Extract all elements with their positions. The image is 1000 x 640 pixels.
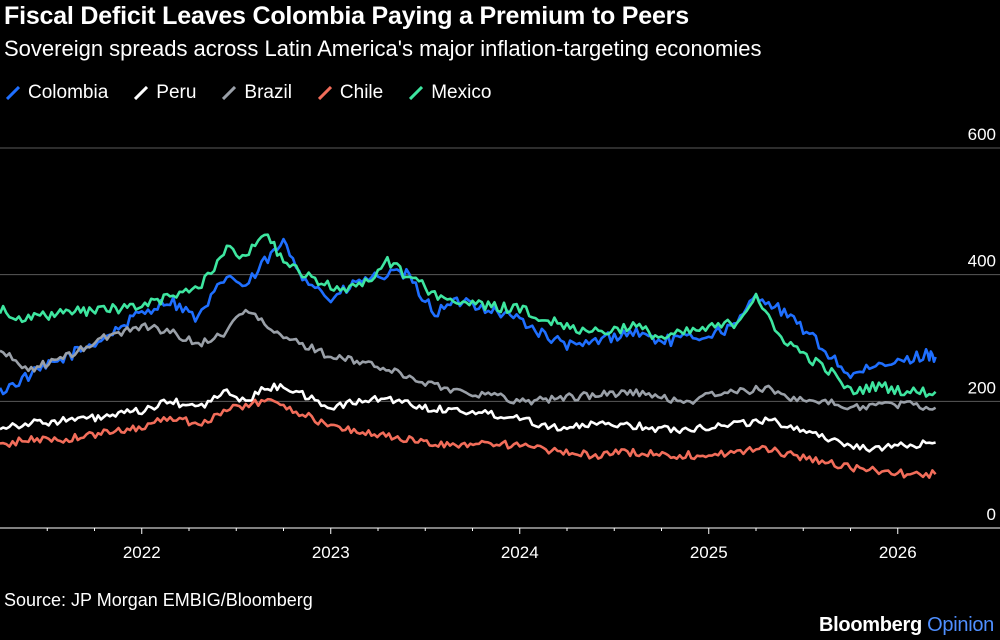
legend-item-peru: Peru <box>134 82 196 104</box>
legend-label-mexico: Mexico <box>431 82 492 103</box>
x-tick-label: 2024 <box>501 543 539 562</box>
y-tick-label: 0 <box>987 505 996 524</box>
grid-layer <box>0 147 1000 529</box>
legend-swatch-chile <box>317 86 332 100</box>
legend-label-peru: Peru <box>156 82 197 103</box>
legend-swatch-colombia <box>6 86 20 100</box>
brand-name: Bloomberg <box>819 614 922 636</box>
legend-swatch-mexico <box>409 86 424 100</box>
chart-legend: Colombia Peru Brazil Chile Mexico <box>6 82 491 104</box>
x-tick-label: 2022 <box>123 543 161 562</box>
series-line-colombia <box>0 237 937 396</box>
legend-swatch-brazil <box>222 86 237 100</box>
y-tick-label: 600 <box>968 125 996 144</box>
series-layer <box>0 233 937 479</box>
legend-item-mexico: Mexico <box>409 82 491 104</box>
brand-suffix: Opinion <box>927 614 994 636</box>
legend-item-colombia: Colombia <box>6 82 108 104</box>
x-tick-label: 2026 <box>879 543 917 562</box>
axis-layer: 0 200 400 600 2022 2023 2024 2025 2026 <box>46 125 996 562</box>
legend-label-colombia: Colombia <box>28 82 109 103</box>
x-tick-label: 2023 <box>312 543 350 562</box>
legend-item-brazil: Brazil <box>222 82 292 104</box>
chart-title: Fiscal Deficit Leaves Colombia Paying a … <box>4 2 689 30</box>
legend-label-chile: Chile <box>339 82 384 103</box>
x-tick-label: 2025 <box>690 543 728 562</box>
source-note: Source: JP Morgan EMBIG/Bloomberg <box>4 590 313 610</box>
series-line-peru <box>0 382 936 453</box>
legend-label-brazil: Brazil <box>244 82 292 103</box>
brand-logo: Bloomberg Opinion <box>819 614 994 637</box>
y-tick-label: 200 <box>968 378 996 397</box>
series-line-chile <box>0 397 937 479</box>
y-tick-label: 400 <box>968 252 996 271</box>
legend-item-chile: Chile <box>317 82 384 104</box>
chart-subtitle: Sovereign spreads across Latin America's… <box>4 36 762 61</box>
series-line-mexico <box>0 233 937 398</box>
series-line-brazil <box>0 308 937 412</box>
legend-swatch-peru <box>134 86 149 100</box>
